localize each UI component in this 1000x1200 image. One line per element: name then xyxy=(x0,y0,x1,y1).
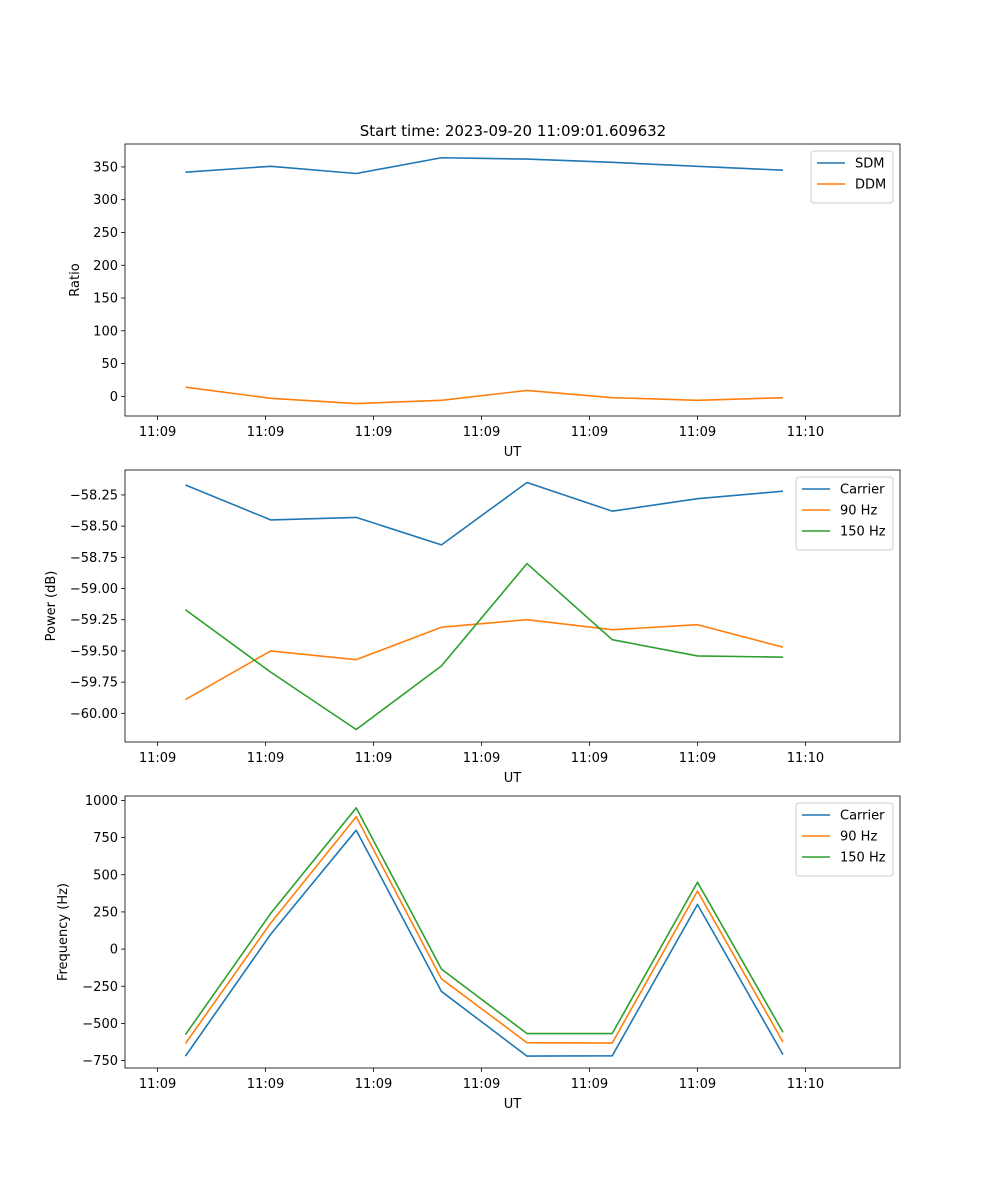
y-tick-label: −58.50 xyxy=(70,520,118,535)
y-tick-label: −58.25 xyxy=(70,488,118,503)
y-tick-label: 350 xyxy=(93,160,118,175)
x-tick-label: 11:09 xyxy=(679,425,716,440)
chart-panel-1: 11:09 11:09 11:09 11:09 11:09 11:09 11:10 0 50 10… xyxy=(68,143,901,460)
y-tick-label: 200 xyxy=(93,259,118,274)
y-tick-label: 250 xyxy=(93,226,118,241)
x-axis-label: UT xyxy=(504,1097,522,1112)
y-tick-label: −59.75 xyxy=(70,676,118,691)
y-axis-label: Ratio xyxy=(68,263,83,296)
x-tick-label: 11:09 xyxy=(139,751,176,766)
legend-label: 150 Hz xyxy=(840,851,886,866)
x-tick-label: 11:09 xyxy=(355,1077,392,1092)
series-line-150-hz xyxy=(184,562,783,731)
series-line-90-hz xyxy=(185,618,784,701)
legend-label: SDM xyxy=(855,157,884,172)
x-axis-label: UT xyxy=(504,771,522,786)
x-axis-label: UT xyxy=(504,445,522,460)
x-tick-label: 11:09 xyxy=(139,1077,176,1092)
chart-panel-2: 11:09 11:09 11:09 11:09 11:09 11:09 11:10 −60.0… xyxy=(44,469,901,786)
y-tick-label: −60.00 xyxy=(70,707,118,722)
y-tick-label: −59.50 xyxy=(70,644,118,659)
chart-panel-3: 11:09 11:09 11:09 11:09 11:09 11:09 11:10 −750 −… xyxy=(56,794,901,1112)
panels: 11:09 11:09 11:09 11:09 11:09 11:09 11:10 0 50 10… xyxy=(44,143,901,1112)
series-line-90-hz xyxy=(184,816,784,1044)
legend-label: 150 Hz xyxy=(840,525,886,540)
y-tick-label: 750 xyxy=(93,831,118,846)
x-tick-label: 11:09 xyxy=(463,425,500,440)
series-line-150-hz xyxy=(184,807,784,1036)
x-tick-label: 11:09 xyxy=(571,1077,608,1092)
legend: SDM DDM xyxy=(810,150,894,204)
legend-label: Carrier xyxy=(840,809,885,824)
y-tick-label: −250 xyxy=(82,980,118,995)
x-tick-label: 11:09 xyxy=(463,751,500,766)
axes-frame xyxy=(124,469,901,743)
y-axis-label: Power (dB) xyxy=(44,571,59,642)
y-tick-label: −58.75 xyxy=(70,551,118,566)
legend-label: 90 Hz xyxy=(840,504,877,519)
y-tick-label: 50 xyxy=(101,357,118,372)
x-tick-label: 11:09 xyxy=(355,751,392,766)
y-tick-label: −59.00 xyxy=(70,582,118,597)
y-tick-label: −59.25 xyxy=(70,613,118,628)
y-tick-label: 250 xyxy=(93,905,118,920)
x-tick-label: 11:09 xyxy=(571,425,608,440)
y-tick-label: 500 xyxy=(93,868,118,883)
x-tick-label: 11:09 xyxy=(247,425,284,440)
figure-title: Start time: 2023-09-20 11:09:01.609632 xyxy=(360,122,666,140)
series-line-sdm xyxy=(185,156,784,175)
legend-label: DDM xyxy=(855,178,886,193)
legend-label: 90 Hz xyxy=(840,830,877,845)
legend-box xyxy=(810,150,894,204)
x-tick-label: 11:10 xyxy=(787,425,824,440)
y-tick-label: −500 xyxy=(82,1017,118,1032)
axes-frame xyxy=(124,143,901,417)
x-tick-label: 11:10 xyxy=(787,751,824,766)
series-line-ddm xyxy=(185,386,784,405)
series-line-carrier xyxy=(185,481,784,546)
x-tick-label: 11:09 xyxy=(571,751,608,766)
y-axis-label: Frequency (Hz) xyxy=(56,883,71,981)
legend: Carrier 90 Hz 150 Hz xyxy=(795,802,894,877)
y-tick-label: 300 xyxy=(93,193,118,208)
x-tick-label: 11:09 xyxy=(247,1077,284,1092)
y-tick-label: 1000 xyxy=(85,794,118,809)
y-tick-label: 0 xyxy=(110,390,118,405)
axes-frame xyxy=(124,795,901,1069)
y-tick-label: 100 xyxy=(93,324,118,339)
legend-label: Carrier xyxy=(840,483,885,498)
y-tick-label: 0 xyxy=(110,943,118,958)
y-tick-label: −750 xyxy=(82,1054,118,1069)
x-tick-label: 11:09 xyxy=(355,425,392,440)
y-tick-label: 150 xyxy=(93,292,118,307)
x-tick-label: 11:09 xyxy=(679,751,716,766)
x-tick-label: 11:10 xyxy=(787,1077,824,1092)
x-tick-label: 11:09 xyxy=(247,751,284,766)
x-tick-label: 11:09 xyxy=(463,1077,500,1092)
x-tick-label: 11:09 xyxy=(139,425,176,440)
legend: Carrier 90 Hz 150 Hz xyxy=(795,476,894,551)
series-line-carrier xyxy=(184,829,784,1057)
x-tick-label: 11:09 xyxy=(679,1077,716,1092)
